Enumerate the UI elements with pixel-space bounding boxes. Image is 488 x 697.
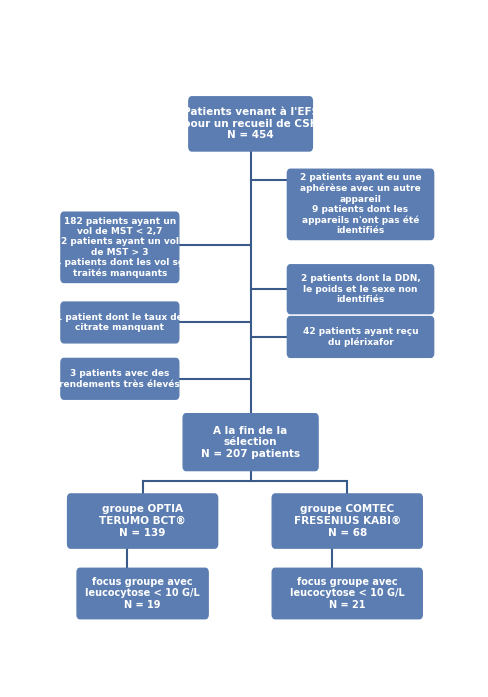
Text: 182 patients ayant un
vol de MST < 2,7
2 patients ayant un vol
de MST > 3
4 pati: 182 patients ayant un vol de MST < 2,7 2… bbox=[55, 217, 184, 278]
FancyBboxPatch shape bbox=[287, 265, 433, 314]
FancyBboxPatch shape bbox=[287, 316, 433, 358]
Text: focus groupe avec
leucocytose < 10 G/L
N = 19: focus groupe avec leucocytose < 10 G/L N… bbox=[85, 577, 200, 610]
FancyBboxPatch shape bbox=[287, 169, 433, 240]
FancyBboxPatch shape bbox=[61, 302, 179, 343]
FancyBboxPatch shape bbox=[61, 212, 179, 282]
Text: groupe OPTIA
TERUMO BCT®
N = 139: groupe OPTIA TERUMO BCT® N = 139 bbox=[99, 505, 185, 537]
FancyBboxPatch shape bbox=[188, 97, 312, 151]
Text: groupe COMTEC
FRESENIUS KABI®
N = 68: groupe COMTEC FRESENIUS KABI® N = 68 bbox=[293, 505, 400, 537]
Text: 2 patients dont la DDN,
le poids et le sexe non
identifiés: 2 patients dont la DDN, le poids et le s… bbox=[300, 275, 420, 304]
Text: focus groupe avec
leucocytose < 10 G/L
N = 21: focus groupe avec leucocytose < 10 G/L N… bbox=[289, 577, 404, 610]
FancyBboxPatch shape bbox=[272, 568, 422, 619]
FancyBboxPatch shape bbox=[183, 414, 317, 470]
Text: 42 patients ayant reçu
du plérixafor: 42 patients ayant reçu du plérixafor bbox=[302, 327, 417, 347]
FancyBboxPatch shape bbox=[61, 358, 179, 399]
Text: 1 patient dont le taux de
citrate manquant: 1 patient dont le taux de citrate manqua… bbox=[57, 313, 183, 332]
FancyBboxPatch shape bbox=[272, 494, 422, 548]
FancyBboxPatch shape bbox=[77, 568, 208, 619]
FancyBboxPatch shape bbox=[67, 494, 217, 548]
Text: A la fin de la
sélection
N = 207 patients: A la fin de la sélection N = 207 patient… bbox=[201, 426, 300, 459]
Text: 2 patients ayant eu une
aphérèse avec un autre
appareil
9 patients dont les
appa: 2 patients ayant eu une aphérèse avec un… bbox=[299, 174, 421, 236]
Text: 3 patients avec des
rendements très élevés: 3 patients avec des rendements très élev… bbox=[60, 369, 180, 388]
Text: Patients venant à l'EFS
pour un recueil de CSH
N = 454: Patients venant à l'EFS pour un recueil … bbox=[182, 107, 318, 141]
